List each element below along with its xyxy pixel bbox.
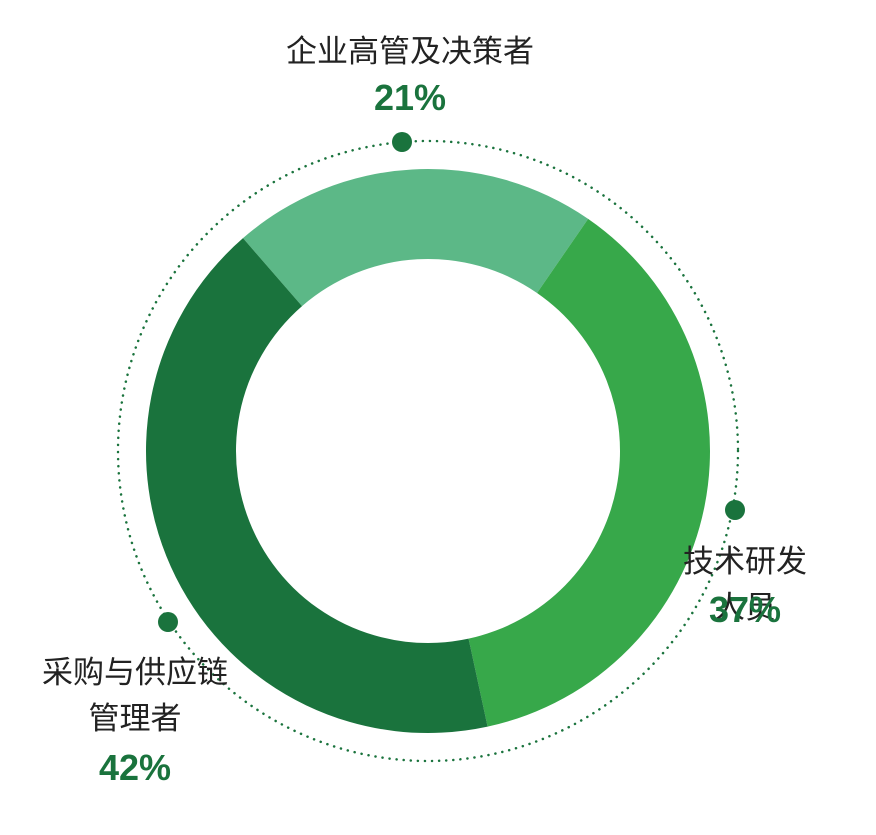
donut-segment: [242, 169, 589, 307]
category-label: 技术研发人员: [683, 544, 807, 626]
category-label: 采购与供应链 管理者: [42, 655, 228, 737]
value-label: 21%: [373, 77, 447, 118]
donut: [146, 169, 710, 733]
marker-dot: [158, 612, 178, 632]
value-label: 37%: [708, 589, 782, 630]
marker-dot: [392, 132, 412, 152]
donut-segment: [146, 238, 488, 733]
value-label: 42%: [98, 747, 172, 788]
donut-segment: [468, 218, 710, 727]
marker-dot: [725, 500, 745, 520]
dotted-ring: [116, 139, 740, 763]
category-label: 企业高管及决策者: [286, 34, 534, 70]
